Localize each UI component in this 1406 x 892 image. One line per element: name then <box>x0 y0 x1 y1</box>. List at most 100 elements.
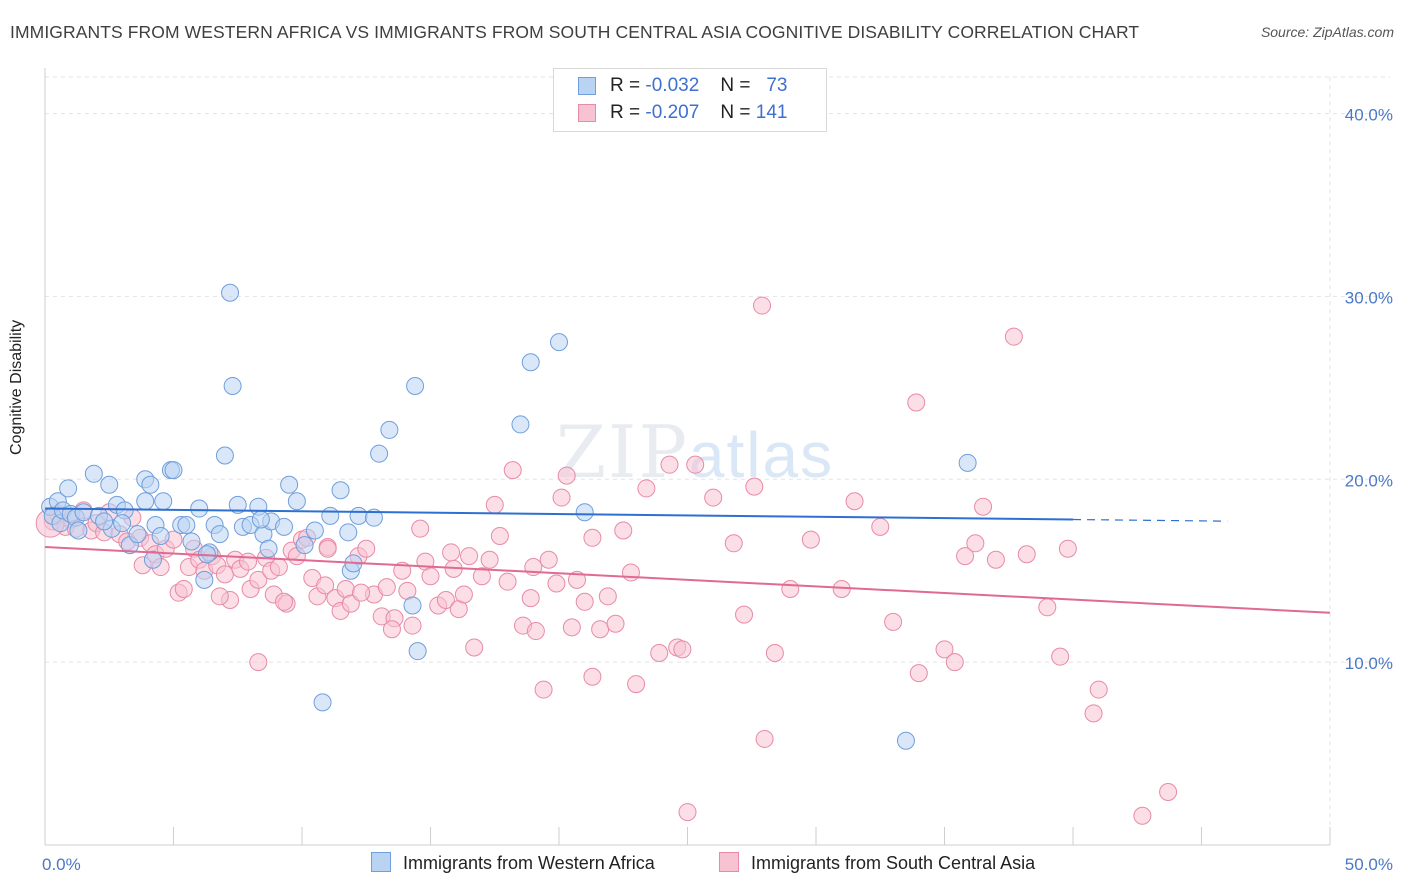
data-point <box>408 642 427 661</box>
data-point <box>393 561 412 580</box>
data-point <box>907 393 926 412</box>
data-point <box>259 539 278 558</box>
source-label: Source: ZipAtlas.com <box>1260 24 1394 40</box>
bottom-legend-label: Immigrants from Western Africa <box>403 853 655 873</box>
data-point <box>421 567 440 586</box>
south-central-asia-trend-line <box>44 545 1331 614</box>
data-point <box>174 580 193 598</box>
data-point <box>660 455 679 474</box>
data-point <box>745 477 764 496</box>
data-point <box>454 585 473 604</box>
data-point <box>986 550 1005 569</box>
data-point <box>331 481 350 500</box>
data-point <box>884 612 903 631</box>
data-point <box>686 455 705 474</box>
data-point <box>503 461 522 480</box>
data-point <box>521 353 540 372</box>
chart-title: IMMIGRANTS FROM WESTERN AFRICA VS IMMIGR… <box>10 22 1140 42</box>
data-point <box>1004 327 1023 346</box>
correlation-legend: R = -0.032 N = 73 R = -0.207 N = 141 <box>553 68 827 132</box>
data-point <box>896 731 915 750</box>
data-point <box>128 525 147 544</box>
data-point <box>251 510 270 529</box>
western-africa-trend-extension <box>1072 518 1228 522</box>
data-point <box>621 563 640 582</box>
data-point <box>606 614 625 633</box>
data-point <box>339 523 358 542</box>
data-point <box>380 420 399 439</box>
data-point <box>755 729 774 748</box>
data-point <box>598 587 617 606</box>
data-point <box>287 492 306 511</box>
n-value: 141 <box>755 102 788 123</box>
data-point <box>1017 545 1036 564</box>
data-point <box>411 519 430 538</box>
data-point <box>100 475 119 494</box>
data-point <box>704 488 723 507</box>
data-point <box>956 547 975 566</box>
data-point <box>154 492 173 511</box>
data-point <box>557 466 576 485</box>
data-point <box>318 539 337 558</box>
data-point <box>526 622 545 641</box>
data-point <box>442 543 461 562</box>
y-tick-label: 30.0% <box>1345 288 1393 307</box>
data-point <box>1089 680 1108 699</box>
data-point <box>215 565 234 584</box>
data-point <box>521 589 540 608</box>
western-africa-trend-line <box>44 507 1074 521</box>
r-label: R = <box>610 102 641 123</box>
data-point <box>945 653 964 672</box>
y-tick-label: 40.0% <box>1345 106 1393 125</box>
data-point <box>182 532 201 551</box>
data-point <box>539 550 558 569</box>
data-point <box>295 536 314 555</box>
data-point <box>403 596 422 615</box>
data-point <box>305 521 324 540</box>
data-point <box>909 664 928 683</box>
data-point <box>341 594 360 613</box>
data-point <box>382 620 401 639</box>
series-western-africa <box>41 283 977 750</box>
data-point <box>1051 647 1070 666</box>
data-point <box>403 616 422 635</box>
data-point <box>239 552 258 571</box>
data-point <box>69 521 88 540</box>
bottom-legend-south-central-asia: Immigrants from South Central Asia <box>719 852 1035 874</box>
data-point <box>1058 539 1077 558</box>
data-point <box>349 506 368 525</box>
data-point <box>151 526 170 545</box>
data-point <box>485 495 504 514</box>
data-point <box>249 653 268 672</box>
bottom-legend-label: Immigrants from South Central Asia <box>751 853 1036 873</box>
data-point <box>364 508 383 527</box>
data-point <box>406 377 425 396</box>
watermark-zip: ZIP <box>556 410 689 494</box>
legend-row-text: R = -0.032 N = 73 <box>610 75 787 97</box>
blue-swatch-icon <box>371 852 391 872</box>
data-point <box>591 620 610 639</box>
data-point <box>673 640 692 659</box>
data-point <box>313 693 332 712</box>
x-tick-label: 50.0% <box>1345 855 1393 874</box>
blue-swatch-icon <box>578 77 596 95</box>
data-point <box>275 517 294 536</box>
watermark: ZIPatlas <box>556 410 834 494</box>
data-point <box>1084 704 1103 723</box>
data-point <box>575 503 594 522</box>
data-point <box>801 530 820 549</box>
data-point <box>275 592 294 611</box>
data-point <box>534 680 553 699</box>
data-point <box>966 534 985 553</box>
data-point <box>143 550 162 569</box>
data-point <box>136 492 155 511</box>
data-point <box>370 444 389 463</box>
y-tick-label: 10.0% <box>1345 654 1393 673</box>
data-point <box>480 550 499 569</box>
legend-row-text: R = -0.207 N = 141 <box>610 102 787 124</box>
data-point <box>210 587 229 606</box>
data-point <box>1159 782 1178 801</box>
data-point <box>223 377 242 396</box>
data-point <box>552 488 571 507</box>
